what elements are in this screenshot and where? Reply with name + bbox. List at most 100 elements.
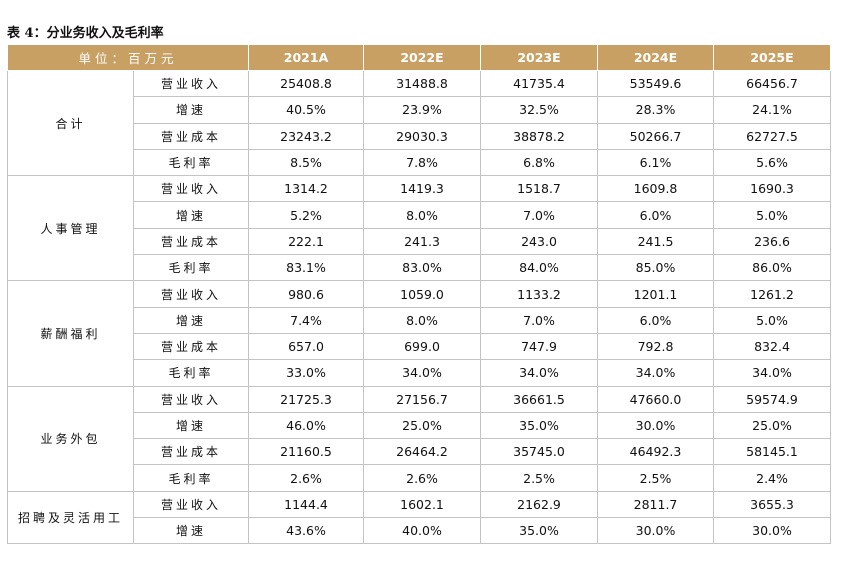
cell: 2.6%: [363, 464, 482, 492]
cell: 1602.1: [363, 490, 482, 519]
cell: 2.5%: [480, 464, 599, 492]
metric-name: 增速: [132, 306, 250, 334]
metric-name: 营业收入: [132, 69, 250, 98]
cell: 43.6%: [248, 517, 365, 545]
cell: 26464.2: [363, 438, 482, 466]
cell: 36661.5: [480, 385, 599, 413]
cell: 6.8%: [480, 148, 599, 177]
metric-name: 营业收入: [132, 280, 250, 308]
cell: 28.3%: [597, 96, 715, 124]
cell: 1144.4: [248, 490, 365, 519]
metric-name: 营业收入: [132, 175, 250, 203]
cell: 25408.8: [248, 69, 365, 98]
table-row: 人事管理 营业收入 1314.2 1419.3 1518.7 1609.8 1690.3: [7, 175, 832, 282]
table-row: 合计 营业收入 25408.8 31488.8 41735.4 53549.6 66456.…: [7, 69, 832, 177]
cell: 86.0%: [713, 254, 832, 282]
cell: 832.4: [713, 332, 832, 361]
table-row: 增速 5.2% 8.0% 7.0% 6.0% 5.0%: [8, 201, 832, 229]
cell: 792.8: [597, 332, 715, 361]
cell: 243.0: [480, 227, 599, 256]
header-row: 单位：百万元 2021A 2022E 2023E 2024E 2025E: [6, 44, 832, 71]
cell: 30.0%: [597, 517, 715, 545]
cell: 66456.7: [713, 69, 832, 98]
cell: 33.0%: [248, 359, 365, 387]
table-row: 招聘及灵活用工 营业收入 1144.4 1602.1 2162.9 2811.7 3655.…: [7, 490, 832, 545]
table-row: 营业成本 657.0 699.0 747.9 792.8 832.4: [8, 332, 832, 361]
metric-name: 营业成本: [132, 332, 250, 361]
group-name: 业务外包: [7, 385, 134, 492]
year-header: 2022E: [363, 44, 482, 71]
cell: 84.0%: [480, 254, 599, 282]
cell: 58145.1: [713, 438, 832, 466]
group-name: 招聘及灵活用工: [7, 490, 134, 545]
table-row: 增速 46.0% 25.0% 35.0% 30.0% 25.0%: [8, 411, 832, 440]
cell: 46492.3: [597, 438, 715, 466]
cell: 1201.1: [597, 280, 715, 308]
table-row: 营业成本 21160.5 26464.2 35745.0 46492.3 58145.1: [8, 438, 832, 466]
cell: 38878.2: [480, 122, 599, 150]
cell: 3655.3: [713, 490, 832, 519]
table-row: 营业成本 222.1 241.3 243.0 241.5 236.6: [8, 227, 832, 256]
cell: 31488.8: [363, 69, 482, 98]
metric-name: 毛利率: [132, 254, 250, 282]
table-row: 业务外包 营业收入 21725.3 27156.7 36661.5 47660.0 5957…: [7, 385, 832, 492]
cell: 23.9%: [363, 96, 482, 124]
cell: 25.0%: [363, 411, 482, 440]
data-table: 单位：百万元 2021A 2022E 2023E 2024E 2025E 合计 营业收入 25…: [6, 44, 832, 545]
cell: 7.0%: [480, 306, 599, 334]
cell: 241.3: [363, 227, 482, 256]
group-name: 人事管理: [7, 175, 134, 282]
metric-name: 营业收入: [132, 490, 250, 519]
cell: 47660.0: [597, 385, 715, 413]
cell: 1690.3: [713, 175, 832, 203]
cell: 7.4%: [248, 306, 365, 334]
metric-name: 营业收入: [132, 385, 250, 413]
cell: 30.0%: [597, 411, 715, 440]
cell: 83.0%: [363, 254, 482, 282]
cell: 1609.8: [597, 175, 715, 203]
cell: 25.0%: [713, 411, 832, 440]
cell: 222.1: [248, 227, 365, 256]
cell: 21725.3: [248, 385, 365, 413]
cell: 27156.7: [363, 385, 482, 413]
year-header: 2024E: [597, 44, 715, 71]
cell: 2162.9: [480, 490, 599, 519]
cell: 1059.0: [363, 280, 482, 308]
cell: 2.4%: [713, 464, 832, 492]
cell: 699.0: [363, 332, 482, 361]
cell: 34.0%: [480, 359, 599, 387]
cell: 1261.2: [713, 280, 832, 308]
cell: 980.6: [248, 280, 365, 308]
cell: 7.8%: [363, 148, 482, 177]
cell: 41735.4: [480, 69, 599, 98]
metric-name: 增速: [132, 411, 250, 440]
cell: 62727.5: [713, 122, 832, 150]
cell: 6.1%: [597, 148, 715, 177]
cell: 7.0%: [480, 201, 599, 229]
group-name: 薪酬福利: [7, 280, 134, 387]
metric-name: 增速: [132, 517, 250, 545]
cell: 29030.3: [363, 122, 482, 150]
table-row: 毛利率 8.5% 7.8% 6.8% 6.1% 5.6%: [8, 148, 832, 177]
cell: 2.6%: [248, 464, 365, 492]
cell: 35745.0: [480, 438, 599, 466]
cell: 6.0%: [597, 306, 715, 334]
table-caption: 表 4：分业务收入及毛利率: [7, 26, 164, 41]
cell: 35.0%: [480, 411, 599, 440]
cell: 8.0%: [363, 306, 482, 334]
cell: 35.0%: [480, 517, 599, 545]
cell: 8.0%: [363, 201, 482, 229]
table-row: 增速 43.6% 40.0% 35.0% 30.0% 30.0%: [8, 517, 832, 545]
cell: 85.0%: [597, 254, 715, 282]
cell: 40.5%: [248, 96, 365, 124]
cell: 59574.9: [713, 385, 832, 413]
cell: 236.6: [713, 227, 832, 256]
cell: 32.5%: [480, 96, 599, 124]
cell: 34.0%: [363, 359, 482, 387]
cell: 5.0%: [713, 306, 832, 334]
metric-name: 营业成本: [132, 438, 250, 466]
year-header: 2021A: [248, 44, 365, 71]
cell: 34.0%: [713, 359, 832, 387]
cell: 46.0%: [248, 411, 365, 440]
